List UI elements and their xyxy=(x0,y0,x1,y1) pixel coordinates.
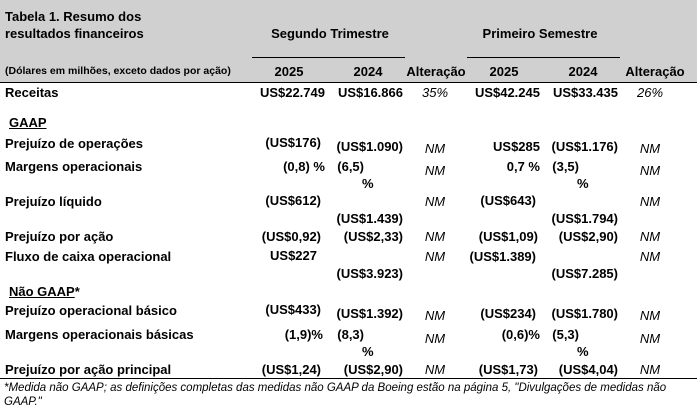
cell-prejuizo-operacoes-q25: (US$176) xyxy=(265,135,321,150)
cell-prejuizo-por-acao-q24: (US$2,33) xyxy=(343,229,403,244)
cell-prejuizo-op-basico-q24: (US$1.392) xyxy=(336,306,403,321)
cell-prejuizo-por-acao-s25: (US$1,09) xyxy=(478,229,538,244)
cell-prejuizo-operacoes-q24: (US$1.090) xyxy=(336,139,403,154)
cell-fluxo-caixa-s25: (US$1.389) xyxy=(469,249,536,264)
row-label-margens-basicas: Margens operacionais básicas xyxy=(5,327,194,342)
cell-prejuizo-por-acao-qchg: NM xyxy=(424,229,446,244)
row-label-margens-operacionais: Margens operacionais xyxy=(5,159,143,174)
cell-fluxo-caixa-schg: NM xyxy=(639,249,661,264)
cell-receitas-s24: US$33.435 xyxy=(552,85,618,100)
section-heading-gaap: GAAP xyxy=(9,115,47,130)
cell-margens-operacionais-s24: (3,5) xyxy=(552,159,579,174)
footnote: *Medida não GAAP; as definições completa… xyxy=(4,382,667,408)
cell-prejuizo-liquido-q24: (US$1.439) xyxy=(336,211,403,226)
cell-prejuizo-operacoes-s25: US$285 xyxy=(493,139,540,154)
cell-margens-basicas-s25: (0,6)% xyxy=(501,327,540,342)
cell-prejuizo-liquido-q25: (US$612) xyxy=(265,193,321,208)
cell-prejuizo-operacoes-s24: (US$1.176) xyxy=(551,139,618,154)
section-heading-nao-gaap-star: * xyxy=(74,284,80,299)
cell-prejuizo-acao-principal-q25: (US$1,24) xyxy=(261,362,321,377)
col-h1-2024: 2024 xyxy=(568,64,598,79)
row-label-prejuizo-op-basico: Prejuízo operacional básico xyxy=(5,303,177,318)
row-label-receitas: Receitas xyxy=(5,85,59,100)
cell-margens-basicas-q25: (1,9)% xyxy=(284,327,323,342)
cell-margens-operacionais-q24: (6,5) xyxy=(337,159,364,174)
cell-prejuizo-op-basico-q25: (US$433) xyxy=(265,302,321,317)
cell-prejuizo-liquido-s24: (US$1.794) xyxy=(551,211,618,226)
table-title-line2: resultados financeiros xyxy=(5,26,144,41)
cell-fluxo-caixa-q25: US$227 xyxy=(270,248,317,263)
cell-prejuizo-por-acao-s24: (US$2,90) xyxy=(558,229,618,244)
cell-prejuizo-operacoes-qchg: NM xyxy=(424,141,446,156)
cell-margens-basicas-schg: NM xyxy=(639,331,661,346)
cell-fluxo-caixa-s24: (US$7.285) xyxy=(551,266,618,281)
col-h1-2025: 2025 xyxy=(489,64,519,79)
cell-prejuizo-por-acao-q25: (US$0,92) xyxy=(261,229,321,244)
cell-margens-operacionais-q24-pct: % xyxy=(362,176,374,191)
group-header-h1: Primeiro Semestre xyxy=(482,26,598,41)
cell-prejuizo-acao-principal-s24: (US$4,04) xyxy=(558,362,618,377)
group-underline-h1 xyxy=(467,57,620,58)
header-bottom-rule xyxy=(0,82,697,83)
row-label-prejuizo-operacoes: Prejuízo de operações xyxy=(5,136,143,151)
col-q2-2025: 2025 xyxy=(274,64,304,79)
table-bottom-rule xyxy=(0,378,697,379)
cell-receitas-qchg: 35% xyxy=(421,85,449,100)
col-q2-change: Alteração xyxy=(406,64,466,79)
cell-receitas-schg: 26% xyxy=(636,85,664,100)
cell-prejuizo-operacoes-schg: NM xyxy=(639,141,661,156)
cell-margens-basicas-s24-pct: % xyxy=(577,344,589,359)
cell-margens-operacionais-s24-pct: % xyxy=(577,176,589,191)
cell-prejuizo-liquido-qchg: NM xyxy=(424,194,446,209)
cell-margens-basicas-s24: (5,3) xyxy=(552,327,579,342)
section-heading-nao-gaap-text: Não GAAP xyxy=(9,284,75,299)
table-title-line1: Tabela 1. Resumo dos xyxy=(5,9,142,24)
cell-prejuizo-acao-principal-s25: (US$1,73) xyxy=(478,362,538,377)
table-header-band xyxy=(0,0,697,83)
cell-receitas-q24: US$16.866 xyxy=(337,85,403,100)
section-heading-nao-gaap: Não GAAP* xyxy=(9,284,80,299)
row-label-prejuizo-acao-principal: Prejuízo por ação principal xyxy=(5,362,172,377)
units-note: (Dólares em milhões, exceto dados por aç… xyxy=(5,65,231,77)
cell-prejuizo-liquido-s25: (US$643) xyxy=(480,193,536,208)
cell-receitas-q25: US$22.749 xyxy=(259,85,325,100)
cell-prejuizo-op-basico-schg: NM xyxy=(639,308,661,323)
cell-fluxo-caixa-qchg: NM xyxy=(424,249,446,264)
row-label-prejuizo-liquido: Prejuízo líquido xyxy=(5,194,102,209)
col-q2-2024: 2024 xyxy=(353,64,383,79)
cell-margens-operacionais-s25: 0,7 % xyxy=(506,159,540,174)
cell-margens-operacionais-schg: NM xyxy=(639,163,661,178)
cell-prejuizo-acao-principal-q24: (US$2,90) xyxy=(343,362,403,377)
cell-margens-basicas-q24-pct: % xyxy=(362,344,374,359)
cell-prejuizo-op-basico-s24: (US$1.780) xyxy=(551,306,618,321)
col-h1-change: Alteração xyxy=(625,64,685,79)
cell-prejuizo-op-basico-s25: (US$234) xyxy=(480,306,536,321)
cell-prejuizo-acao-principal-qchg: NM xyxy=(424,362,446,377)
cell-margens-basicas-qchg: NM xyxy=(424,331,446,346)
cell-receitas-s25: US$42.245 xyxy=(474,85,540,100)
cell-margens-operacionais-q25: (0,8) % xyxy=(283,159,325,174)
cell-fluxo-caixa-q24: (US$3.923) xyxy=(336,266,403,281)
group-underline-q2 xyxy=(252,57,405,58)
group-header-q2: Segundo Trimestre xyxy=(271,26,389,41)
cell-prejuizo-op-basico-qchg: NM xyxy=(424,308,446,323)
row-label-prejuizo-por-acao: Prejuízo por ação xyxy=(5,229,114,244)
cell-margens-operacionais-qchg: NM xyxy=(424,163,446,178)
cell-prejuizo-liquido-schg: NM xyxy=(639,194,661,209)
cell-prejuizo-por-acao-schg: NM xyxy=(639,229,661,244)
cell-margens-basicas-q24: (8,3) xyxy=(337,327,364,342)
cell-prejuizo-acao-principal-schg: NM xyxy=(639,362,661,377)
row-label-fluxo-caixa: Fluxo de caixa operacional xyxy=(5,249,172,264)
